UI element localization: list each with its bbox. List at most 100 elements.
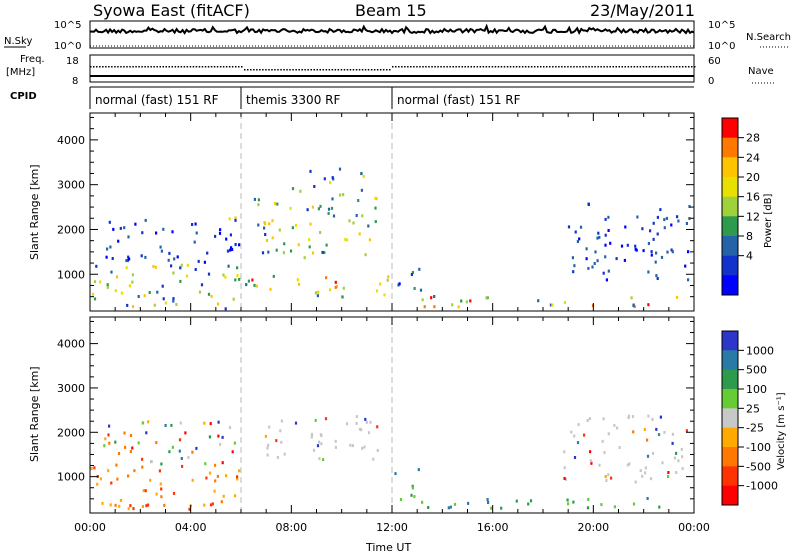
freq-point bbox=[225, 66, 228, 68]
data-cell bbox=[257, 223, 260, 227]
data-cell bbox=[394, 472, 397, 476]
data-cell bbox=[571, 256, 574, 260]
data-cell bbox=[362, 175, 365, 178]
freq-point bbox=[691, 66, 693, 68]
data-cell bbox=[267, 443, 270, 447]
data-cell bbox=[423, 305, 426, 309]
freq-point bbox=[404, 66, 406, 68]
data-cell bbox=[228, 426, 232, 430]
data-cell bbox=[111, 257, 114, 260]
data-cell bbox=[421, 298, 424, 302]
freq-point bbox=[259, 69, 261, 71]
data-cell bbox=[114, 503, 117, 507]
data-cell bbox=[236, 266, 239, 270]
data-cell bbox=[205, 476, 208, 480]
data-cell bbox=[549, 303, 552, 307]
data-cell bbox=[129, 504, 132, 508]
freq-point bbox=[618, 66, 620, 68]
freq-point bbox=[195, 66, 198, 68]
data-cell bbox=[117, 452, 121, 455]
x-tick-label: 16:00 bbox=[477, 521, 509, 534]
data-cell bbox=[160, 462, 163, 466]
colorbar-tick-label: 25 bbox=[746, 402, 760, 415]
data-cell bbox=[221, 461, 224, 465]
freq-point bbox=[425, 66, 427, 68]
freq-tick-top: 18 bbox=[66, 56, 79, 67]
data-cell bbox=[180, 457, 183, 460]
data-cell bbox=[659, 208, 662, 212]
freq-point bbox=[597, 66, 599, 68]
freq-point bbox=[355, 69, 358, 71]
data-cell bbox=[253, 197, 256, 201]
data-cell bbox=[168, 251, 171, 255]
data-cell bbox=[657, 433, 661, 437]
freq-point bbox=[180, 66, 183, 68]
data-cell bbox=[131, 446, 134, 450]
data-cell bbox=[158, 469, 161, 473]
freq-point bbox=[657, 66, 660, 68]
data-cell bbox=[117, 239, 120, 243]
x-tick-label: 20:00 bbox=[577, 521, 609, 534]
data-cell bbox=[596, 236, 599, 240]
data-cell bbox=[273, 202, 277, 206]
data-cell bbox=[487, 501, 490, 504]
freq-point bbox=[467, 66, 469, 68]
data-cell bbox=[652, 451, 655, 455]
x-tick-label: 08:00 bbox=[275, 521, 307, 534]
data-cell bbox=[321, 250, 324, 254]
velocity-ylabel: Slant Range [km] bbox=[28, 366, 41, 462]
data-cell bbox=[171, 445, 174, 449]
data-cell bbox=[570, 430, 573, 434]
data-cell bbox=[430, 296, 433, 300]
data-cell bbox=[613, 505, 616, 509]
data-cell bbox=[251, 278, 254, 282]
data-cell bbox=[331, 197, 334, 201]
data-cell bbox=[681, 467, 684, 471]
data-cell bbox=[313, 185, 316, 188]
data-cell bbox=[687, 278, 690, 282]
data-cell bbox=[236, 274, 239, 278]
freq-point bbox=[102, 66, 104, 68]
freq-point bbox=[256, 69, 258, 71]
data-cell bbox=[127, 235, 130, 239]
data-cell bbox=[660, 255, 664, 259]
freq-point bbox=[192, 66, 195, 68]
data-cell bbox=[327, 212, 330, 215]
data-cell bbox=[626, 243, 629, 247]
data-cell bbox=[204, 462, 207, 466]
freq-point bbox=[446, 66, 448, 68]
data-cell bbox=[144, 218, 147, 222]
freq-point bbox=[231, 66, 234, 68]
freq-point bbox=[645, 66, 648, 68]
freq-point bbox=[609, 66, 611, 68]
freq-point bbox=[286, 69, 288, 71]
data-cell bbox=[352, 221, 355, 225]
data-cell bbox=[268, 425, 271, 429]
freq-point bbox=[606, 66, 608, 68]
data-cell bbox=[677, 219, 680, 223]
data-cell bbox=[529, 499, 533, 503]
colorbar-tick-label: 1000 bbox=[746, 344, 774, 357]
freq-point bbox=[111, 66, 113, 68]
data-cell bbox=[323, 251, 326, 255]
freq-label-1: Freq. bbox=[20, 54, 45, 65]
data-cell bbox=[596, 259, 599, 263]
data-cell bbox=[172, 297, 175, 301]
data-cell bbox=[316, 294, 319, 298]
data-cell bbox=[329, 181, 332, 185]
date-label: 23/May/2011 bbox=[590, 1, 695, 20]
data-cell bbox=[218, 231, 222, 235]
data-cell bbox=[339, 193, 342, 197]
freq-point bbox=[651, 66, 654, 68]
data-cell bbox=[101, 501, 104, 505]
freq-point bbox=[398, 66, 400, 68]
colorbar-tick-label: 16 bbox=[746, 191, 760, 204]
freq-tick-bottom: 8 bbox=[72, 76, 78, 87]
data-cell bbox=[181, 464, 184, 468]
nsky-panel-frame bbox=[89, 20, 695, 49]
data-cell bbox=[144, 255, 147, 259]
data-cell bbox=[132, 507, 135, 511]
data-cell bbox=[673, 456, 676, 460]
freq-point bbox=[150, 66, 152, 68]
colorbar-swatch bbox=[722, 118, 738, 139]
